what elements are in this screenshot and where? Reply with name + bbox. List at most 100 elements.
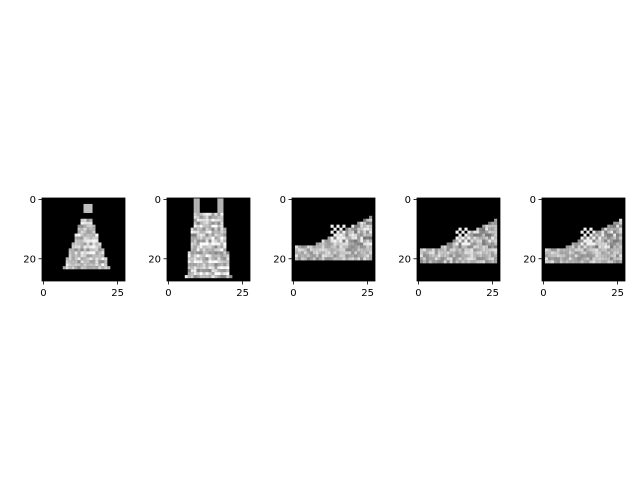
pixel (598, 257, 602, 261)
pixel (80, 263, 84, 267)
x-tick-label: 25 (611, 288, 624, 299)
pixel (592, 254, 596, 258)
pixel (202, 266, 206, 270)
pixel (351, 233, 355, 237)
pixel (580, 245, 584, 249)
pixel (315, 254, 319, 258)
pixel (351, 224, 355, 228)
pixel (479, 227, 483, 231)
pixel (95, 266, 99, 270)
pixel (619, 245, 623, 249)
pixel (95, 263, 99, 267)
pixel (363, 230, 367, 234)
pixel (80, 248, 84, 252)
pixel (619, 224, 623, 228)
image-pixels (62, 203, 111, 270)
pixel (86, 260, 90, 264)
pixel (217, 230, 221, 234)
pixel (494, 233, 498, 237)
pixel (586, 251, 590, 255)
pixel (77, 251, 81, 255)
pixel (202, 239, 206, 243)
pixel (223, 230, 227, 234)
pixel (330, 242, 334, 246)
pixel (470, 245, 474, 249)
pixel (339, 236, 343, 240)
pixel (309, 254, 313, 258)
pixel (348, 251, 352, 255)
pixel (89, 245, 93, 249)
pixel (202, 236, 206, 240)
pixel (199, 263, 203, 267)
pixel (577, 239, 581, 243)
pixel (592, 233, 596, 237)
pixel (217, 233, 221, 237)
pixel (101, 266, 105, 270)
y-tick-label: 20 (23, 254, 36, 265)
pixel (479, 251, 483, 255)
pixel (607, 224, 611, 228)
pixel (86, 254, 90, 258)
pixel (583, 239, 587, 243)
pixel (616, 245, 620, 249)
pixel (619, 236, 623, 240)
pixel (369, 257, 373, 261)
pixel (446, 242, 450, 246)
pixel (452, 248, 456, 252)
pixel (556, 248, 560, 252)
pixel (449, 260, 453, 264)
pixel (348, 239, 352, 243)
pixel (214, 260, 218, 264)
pixel (74, 248, 78, 252)
pixel (571, 254, 575, 258)
pixel (190, 248, 194, 252)
pixel (592, 236, 596, 240)
pixel (360, 245, 364, 249)
pixel (449, 257, 453, 261)
pixel (339, 230, 343, 234)
pixel (616, 251, 620, 255)
pixel (294, 257, 299, 261)
pixel (577, 260, 581, 264)
pixel (488, 239, 492, 243)
image-pixels (544, 218, 623, 264)
pixel (458, 242, 462, 246)
pixel (601, 254, 605, 258)
pixel (342, 224, 346, 228)
pixel (77, 254, 81, 258)
pixel (196, 248, 200, 252)
pixel (74, 242, 78, 246)
pixel (357, 224, 361, 228)
pixel (101, 251, 105, 255)
pixel (217, 260, 221, 264)
pixel (467, 254, 471, 258)
pixel (443, 257, 447, 261)
pixel (83, 245, 87, 249)
image-panel-5: 0 25 0 20 (523, 195, 626, 299)
pixel (461, 248, 465, 252)
pixel (223, 272, 227, 276)
pixel (89, 242, 93, 246)
pixel (193, 260, 197, 264)
pixel (220, 230, 224, 234)
pixel (619, 230, 623, 234)
pixel (574, 254, 578, 258)
x-tick-label: 25 (486, 288, 499, 299)
pixel (467, 248, 471, 252)
pixel (193, 218, 197, 222)
pixel (607, 233, 611, 237)
pixel (208, 275, 212, 279)
pixel (470, 236, 474, 240)
pixel (488, 251, 492, 255)
pixel (89, 236, 93, 240)
pixel (354, 224, 358, 228)
pixel (553, 257, 557, 261)
pixel (83, 206, 87, 210)
pixel (467, 236, 471, 240)
pixel (363, 254, 367, 258)
pixel (598, 245, 602, 249)
pixel (467, 239, 471, 243)
pixel (74, 239, 78, 243)
pixel (589, 242, 593, 246)
pixel (479, 248, 483, 252)
